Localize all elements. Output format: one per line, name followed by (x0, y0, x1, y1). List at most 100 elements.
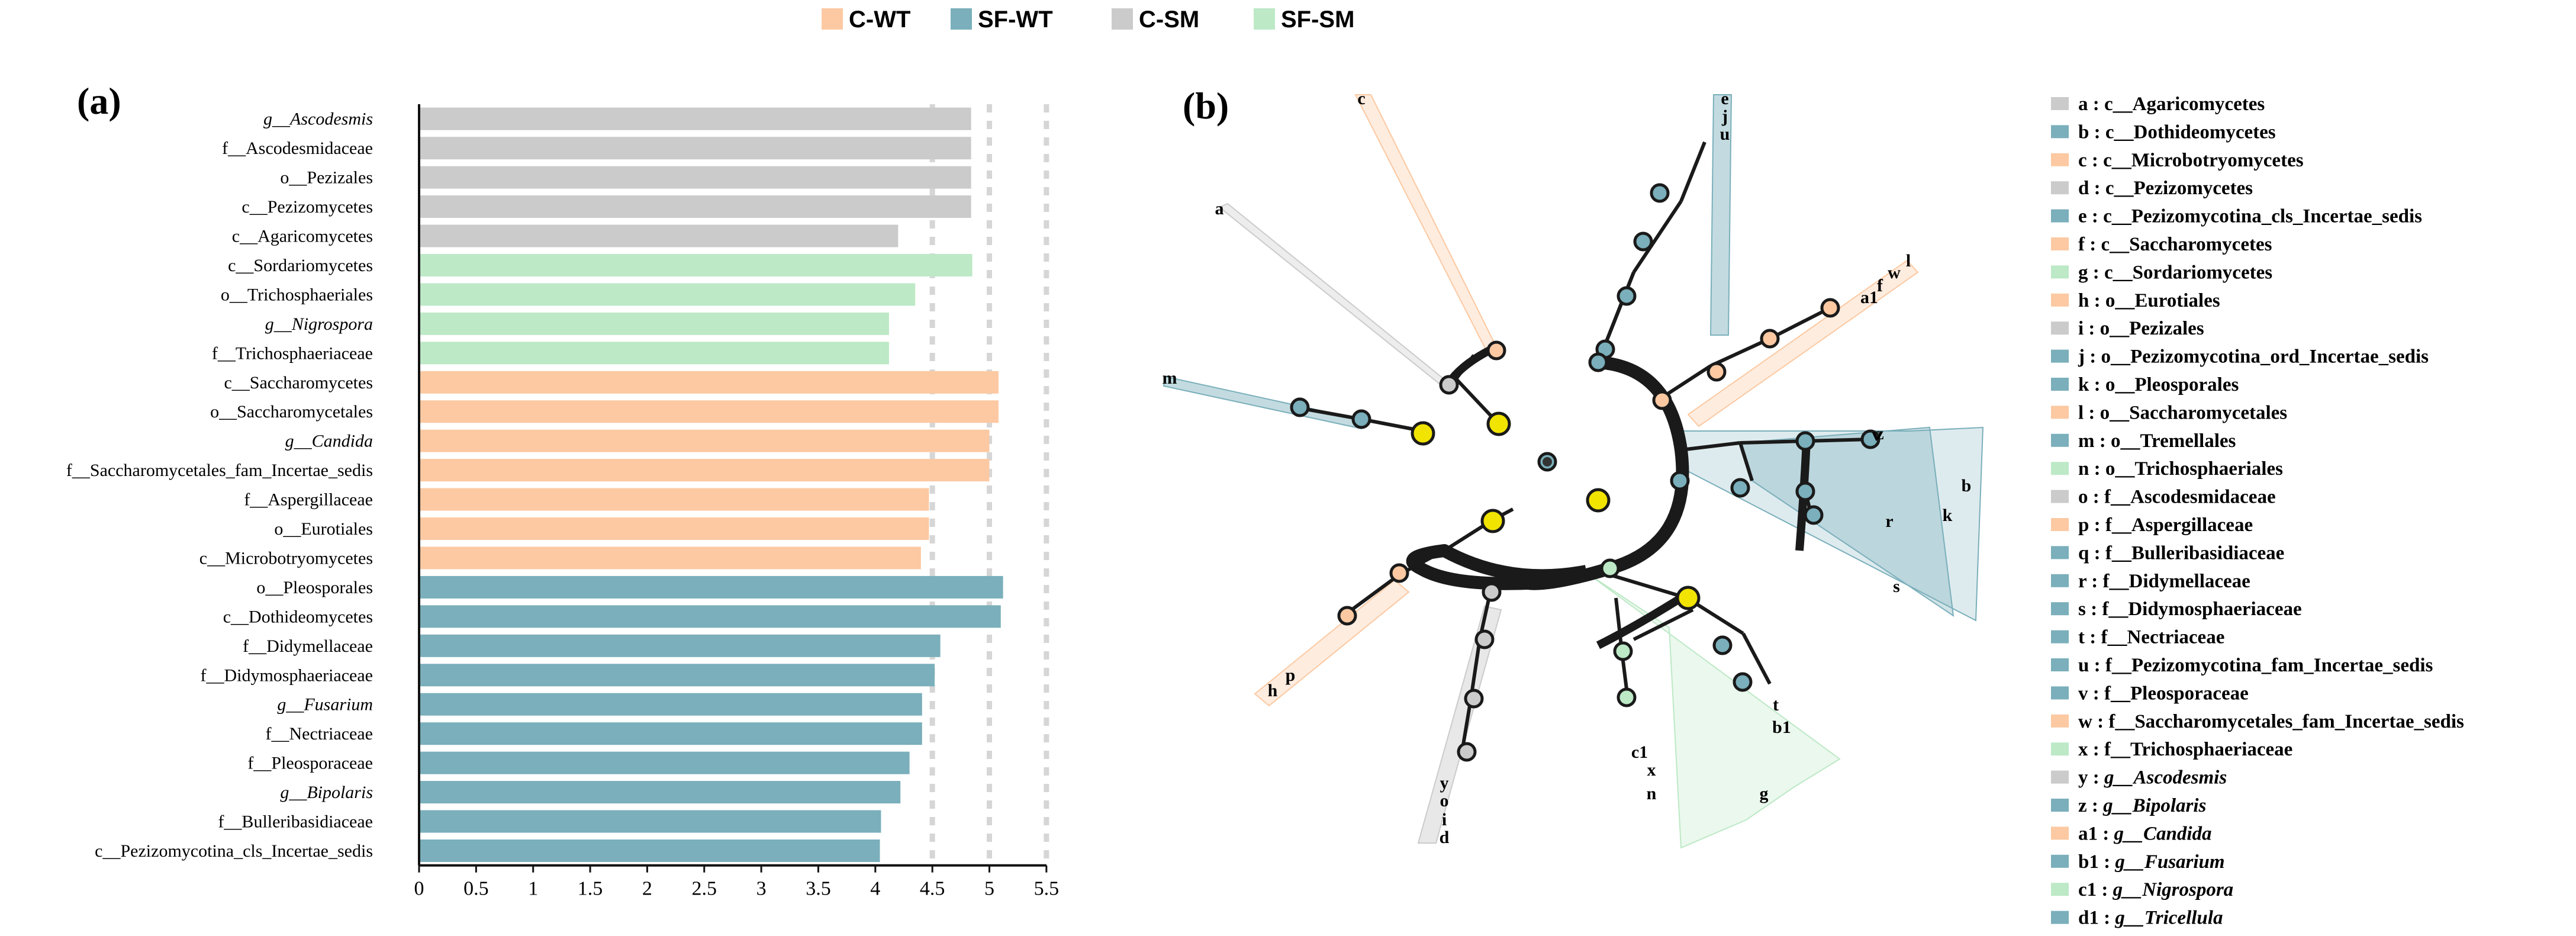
category-label: c__Saccharomycetes (224, 373, 373, 393)
sector-microbotryomycetes (1354, 94, 1498, 353)
clade-legend-entry-b: b : c__Dothideomycetes (2078, 121, 2276, 143)
x-tick-label: 5 (984, 878, 994, 900)
node (1650, 183, 1670, 203)
clade-tip-b1: b1 (1772, 718, 1791, 737)
clade-legend-entry-p: p : f__Aspergillaceae (2078, 514, 2253, 536)
clade-tip-z: z (1876, 424, 1883, 443)
x-tick-label: 4.5 (920, 878, 945, 900)
clade-tip-a1: a1 (1860, 288, 1878, 307)
x-tick-label: 5.5 (1034, 878, 1060, 900)
node (1389, 563, 1409, 583)
node (1730, 478, 1750, 498)
x-tick-label: 0.5 (463, 878, 489, 900)
bar-g-bipolaris (419, 781, 901, 804)
branch (1361, 417, 1424, 433)
backbone-arc (1406, 356, 1689, 590)
clade-tip-n: n (1647, 784, 1657, 803)
clade-legend-entry-g: g : c__Sordariomycetes (2078, 262, 2272, 283)
bar-o-pleosporales (419, 575, 1003, 599)
clade-legend-swatch (2051, 602, 2069, 616)
branch (1469, 639, 1482, 699)
branch (1342, 572, 1401, 617)
x-tick-label: 1.5 (578, 878, 603, 900)
clade-legend-entry-e: e : c__Pezizomycotina_cls_Incertae_sedis (2078, 206, 2422, 227)
clade-legend-swatch (2051, 854, 2069, 868)
node (1474, 629, 1495, 649)
node (1613, 641, 1633, 661)
legend-label-sf-sm: SF-SM (1281, 7, 1354, 33)
category-label: c__Sordariomycetes (228, 256, 373, 275)
node (1795, 431, 1815, 451)
legend-label-c-sm: C-SM (1139, 7, 1199, 33)
node (1464, 689, 1484, 709)
bar-f-pleosporaceae (419, 751, 910, 774)
branch (1804, 491, 1813, 516)
clade-legend-entry-t: t : f__Nectriaceae (2078, 627, 2224, 648)
clade-tip-r: r (1885, 512, 1893, 531)
clade-tip-d: d (1440, 828, 1450, 847)
bar-c-pezizomycetes (419, 195, 971, 218)
node (1595, 339, 1615, 359)
node (1617, 687, 1637, 707)
category-label: g__Ascodesmis (263, 110, 373, 129)
bar-c-pezizomycotina-cls-incertae-sedis (419, 839, 880, 862)
clade-legend-entry-x: x : f__Trichosphaeriaceae (2078, 739, 2292, 760)
node (1633, 231, 1653, 252)
clade-legend-entry-f: f : c__Saccharomycetes (2078, 234, 2272, 255)
clade-tip-y: y (1440, 773, 1449, 793)
clade-tip-c: c (1357, 89, 1365, 108)
x-tick-label: 1 (528, 878, 538, 900)
clade-legend-entry-l: l : o__Saccharomycetales (2078, 402, 2287, 423)
branch (1492, 507, 1514, 522)
clade-legend-swatch (2051, 574, 2069, 587)
clade-legend-entry-j: j : o__Pezizomycotina_ord_Incertae_sedis (2078, 346, 2429, 368)
branch (1709, 337, 1771, 368)
branch-thick (1795, 438, 1811, 551)
legend-swatch-sf-sm (1254, 8, 1275, 30)
branch (1680, 441, 1741, 452)
node (1860, 429, 1881, 449)
x-tick-label: 0 (414, 878, 424, 900)
branch (1454, 377, 1498, 423)
branch (1662, 364, 1712, 398)
legend-swatch-c-sm (1112, 8, 1133, 30)
branch (1454, 354, 1476, 380)
branch (1598, 570, 1688, 600)
clade-legend-swatch (2051, 714, 2069, 728)
clade-legend-swatch (2051, 97, 2069, 110)
clade-tip-c1: c1 (1631, 742, 1648, 762)
clade-tip-v: v (1872, 425, 1881, 445)
bar-f-didymellaceae (419, 634, 941, 657)
category-label: g__Bipolaris (280, 783, 373, 802)
x-tick-label: 3.5 (806, 878, 831, 900)
category-label: f__Aspergillaceae (244, 490, 373, 510)
clade-legend-swatch (2051, 181, 2069, 195)
branch (1614, 597, 1624, 652)
clade-legend-swatch (2051, 883, 2069, 896)
clade-legend-entry-d: d : c__Pezizomycetes (2078, 178, 2253, 199)
node (1706, 362, 1727, 382)
node-yellow (1586, 488, 1611, 513)
category-label: g__Nigrospora (265, 314, 373, 334)
clade-legend-entry-y: y : g__Ascodesmis (2078, 767, 2227, 789)
clade-legend-swatch (2051, 799, 2069, 812)
clade-tip-o: o (1440, 791, 1449, 810)
branch (1478, 586, 1493, 640)
branch (1620, 651, 1630, 699)
x-tick-label: 2 (642, 878, 652, 900)
category-label: c__Agaricomycetes (232, 227, 373, 246)
clade-legend-entry-a1: a1 : g__Candida (2078, 823, 2212, 844)
clade-legend-entry-d1: d1 : g__Tricellula (2078, 908, 2223, 929)
clade-legend-entry-m: m : o__Tremellales (2078, 430, 2236, 452)
branch (1679, 141, 1706, 202)
clade-legend-entry-c: c : c__Microbotryomycetes (2078, 150, 2304, 171)
clade-legend-swatch (2051, 826, 2069, 840)
clade-legend-swatch (2051, 770, 2069, 784)
branch (1603, 343, 1611, 351)
bar-f-saccharomycetales-fam-incertae-sedis (419, 459, 990, 482)
bar-f-bulleribasidiaceae (419, 810, 881, 833)
clade-legend-entry-a: a : c__Agaricomycetes (2078, 94, 2265, 115)
clade-tip-p: p (1286, 665, 1296, 685)
bar-g-ascodesmis (419, 107, 971, 130)
clade-legend-swatch (2051, 321, 2069, 335)
